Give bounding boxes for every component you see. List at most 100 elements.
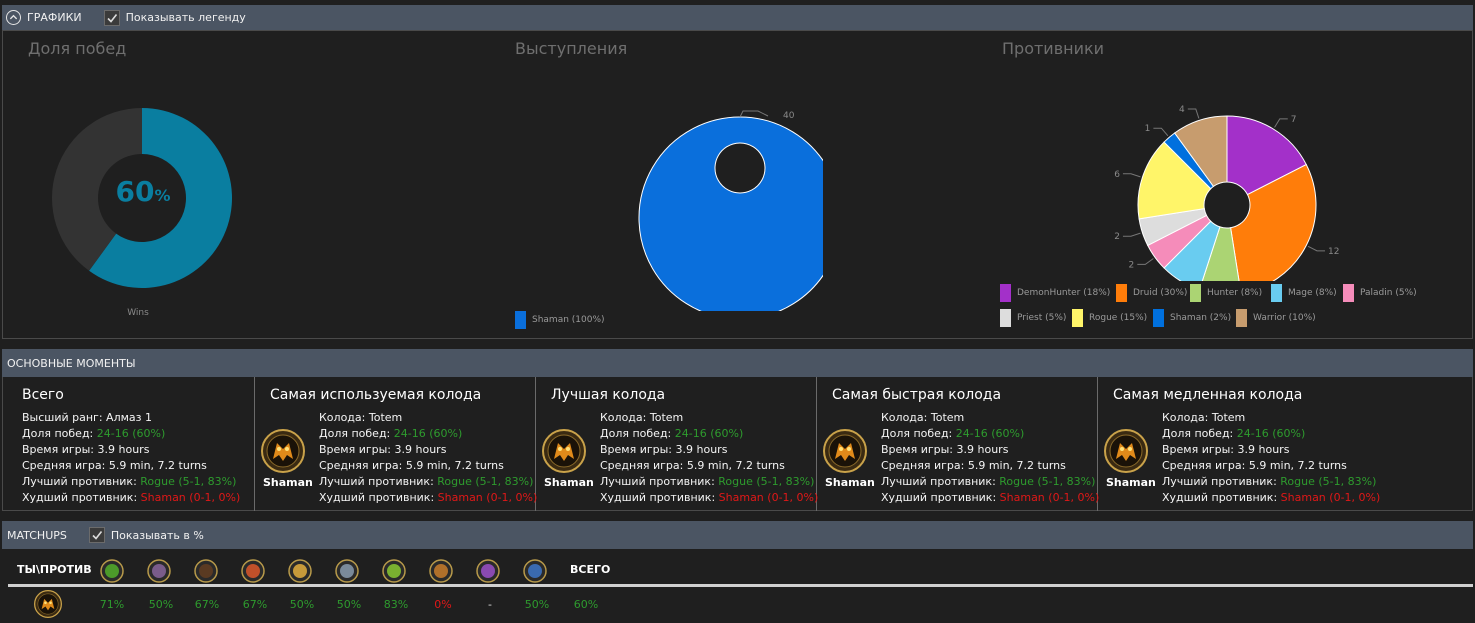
legend-label: Mage (8%): [1288, 288, 1337, 298]
legend-swatch: [1000, 309, 1011, 327]
summary-rank: Высший ранг: Алмаз 1: [22, 411, 152, 424]
moments-panel: Всего Высший ранг: Алмаз 1 Доля побед: 2…: [2, 377, 1473, 511]
opponent-data-label-0: 7: [1291, 115, 1297, 125]
deck-avg-game-line: Средняя игра: 5.9 min, 7.2 turns: [1162, 459, 1347, 472]
deck-playtime-line: Время игры: 3.9 hours: [1162, 443, 1290, 456]
summary-playtime: Время игры: 3.9 hours: [22, 443, 150, 456]
deck-class-name: Shaman: [825, 476, 875, 489]
deck-column-3: Самая медленная колода Shaman Колода: Tote…: [1098, 377, 1472, 511]
legend-swatch: [515, 311, 526, 329]
performance-legend-shaman: Shaman (100%): [515, 311, 605, 329]
deck-worst-opponent-line: Худший противник: Shaman (0-1, 0%): [1162, 491, 1381, 504]
summary-avg-game: Средняя игра: 5.9 min, 7.2 turns: [22, 459, 207, 472]
opponent-slice-2: [1201, 226, 1240, 281]
deck-winrate-line: Доля побед: 24-16 (60%): [881, 427, 1025, 440]
deck-name-line: Колода: Totem: [881, 411, 965, 424]
legend-label: Priest (5%): [1017, 313, 1067, 323]
winrate-legend-label: Wins: [127, 308, 149, 318]
paladin-icon: [288, 559, 312, 583]
matchups-panel: ТЫ\ПРОТИВ ВСЕГО: [2, 549, 1473, 623]
show-legend-label[interactable]: Показывать легенду: [125, 11, 246, 24]
collapse-charts-button[interactable]: [6, 10, 21, 25]
opponents-legend-item-0: DemonHunter (18%): [1000, 284, 1110, 302]
opponent-data-label-5: 2: [1114, 232, 1120, 242]
opponent-label-line-6: [1122, 173, 1141, 178]
shaman-class-icon[interactable]: [542, 429, 586, 473]
matchup-cell: 50%: [289, 598, 315, 611]
summary-worst-opponent: Худший противник: Shaman (0-1, 0%): [22, 491, 241, 504]
deck-winrate-line: Доля побед: 24-16 (60%): [600, 427, 744, 440]
charts-section-header: ГРАФИКИ Показывать легенду: [2, 5, 1473, 30]
matchup-cell: 50%: [148, 598, 174, 611]
legend-label: Rogue (15%): [1089, 313, 1148, 323]
legend-label: Shaman (2%): [1170, 313, 1232, 323]
deck-avg-game-line: Средняя игра: 5.9 min, 7.2 turns: [319, 459, 504, 472]
opponents-donut-chart: 7123322614: [1114, 105, 1339, 281]
legend-label: DemonHunter (18%): [1017, 288, 1111, 298]
opponent-label-line-0: [1274, 118, 1288, 128]
legend-swatch: [1000, 284, 1011, 302]
opponents-legend-item-2: Hunter (8%): [1190, 284, 1262, 302]
deck-best-opponent-line: Лучший противник: Rogue (5-1, 83%): [319, 475, 534, 488]
winrate-center-value: 60%: [115, 175, 171, 208]
deck-worst-opponent-line: Худший противник: Shaman (0-1, 0%): [600, 491, 819, 504]
priest-icon: [335, 559, 359, 583]
legend-swatch: [1116, 284, 1127, 302]
performance-slice-0: [638, 116, 823, 311]
deck-class-name: Shaman: [263, 476, 313, 489]
deck-best-opponent-line: Лучший противник: Rogue (5-1, 83%): [1162, 475, 1377, 488]
legend-swatch: [1236, 309, 1247, 327]
shaman-class-icon[interactable]: [1104, 429, 1148, 473]
opponent-label-line-7: [1153, 127, 1169, 137]
opponent-label-line-5: [1122, 232, 1141, 237]
deck-best-opponent-line: Лучший противник: Rogue (5-1, 83%): [881, 475, 1096, 488]
legend-swatch: [1153, 309, 1164, 327]
deck-column-2: Самая быстрая колода Shaman Колода: Totem Д…: [817, 377, 1100, 511]
checkmark-icon: [92, 531, 102, 540]
opponent-slice-1: [1230, 163, 1317, 281]
opponents-legend-item-3: Mage (8%): [1271, 284, 1337, 302]
deck-best-opponent-line: Лучший противник: Rogue (5-1, 83%): [600, 475, 815, 488]
show-percent-checkbox[interactable]: [88, 527, 105, 543]
moments-section-header: ОСНОВНЫЕ МОМЕНТЫ: [2, 349, 1473, 377]
deck-avg-game-line: Средняя игра: 5.9 min, 7.2 turns: [881, 459, 1066, 472]
legend-swatch: [1343, 284, 1354, 302]
summary-title: Всего: [22, 387, 64, 403]
rogue-icon: [194, 559, 218, 583]
show-legend-checkbox[interactable]: [103, 9, 120, 26]
legend-label: Paladin (5%): [1360, 288, 1417, 298]
winrate-slice-0: [89, 108, 233, 288]
opponent-slice-0: [1226, 115, 1307, 196]
deck-column-title: Самая медленная колода: [1113, 387, 1303, 403]
opponent-label-line-4: [1137, 258, 1154, 265]
matchups-you-vs-header: ТЫ\ПРОТИВ: [17, 563, 92, 576]
deck-column-title: Самая быстрая колода: [832, 387, 1002, 403]
summary-winrate: Доля побед: 24-16 (60%): [22, 427, 166, 440]
shaman-class-icon[interactable]: [823, 429, 867, 473]
deck-playtime-line: Время игры: 3.9 hours: [600, 443, 728, 456]
summary-best-opponent: Лучший противник: Rogue (5-1, 83%): [22, 475, 237, 488]
winrate-slice-1: [52, 108, 142, 271]
legend-swatch: [1190, 284, 1201, 302]
opponents-legend-item-8: Warrior (10%): [1236, 309, 1316, 327]
deck-worst-opponent-line: Худший противник: Shaman (0-1, 0%): [319, 491, 538, 504]
matchups-section-title: MATCHUPS: [7, 528, 67, 542]
winrate-chart-title: Доля побед: [28, 39, 127, 58]
deck-column-title: Самая используемая колода: [270, 387, 482, 403]
opponent-slice-6: [1137, 141, 1212, 220]
summary-column: Всего Высший ранг: Алмаз 1 Доля побед: 2…: [3, 377, 255, 511]
matchup-cell: 67%: [242, 598, 268, 611]
deck-avg-game-line: Средняя игра: 5.9 min, 7.2 turns: [600, 459, 785, 472]
shaman-class-icon[interactable]: [261, 429, 305, 473]
legend-swatch: [1271, 284, 1282, 302]
deck-worst-opponent-line: Худший противник: Shaman (0-1, 0%): [881, 491, 1100, 504]
deck-name-line: Колода: Totem: [319, 411, 403, 424]
performance-data-label: 40: [783, 111, 795, 121]
opponents-legend-item-1: Druid (30%): [1116, 284, 1187, 302]
legend-swatch: [1072, 309, 1083, 327]
matchup-cell: -: [488, 598, 492, 611]
shaman-icon: [34, 590, 62, 618]
warlock-icon: [382, 559, 406, 583]
show-percent-label[interactable]: Показывать в %: [110, 528, 204, 542]
charts-section-title: ГРАФИКИ: [27, 11, 82, 24]
